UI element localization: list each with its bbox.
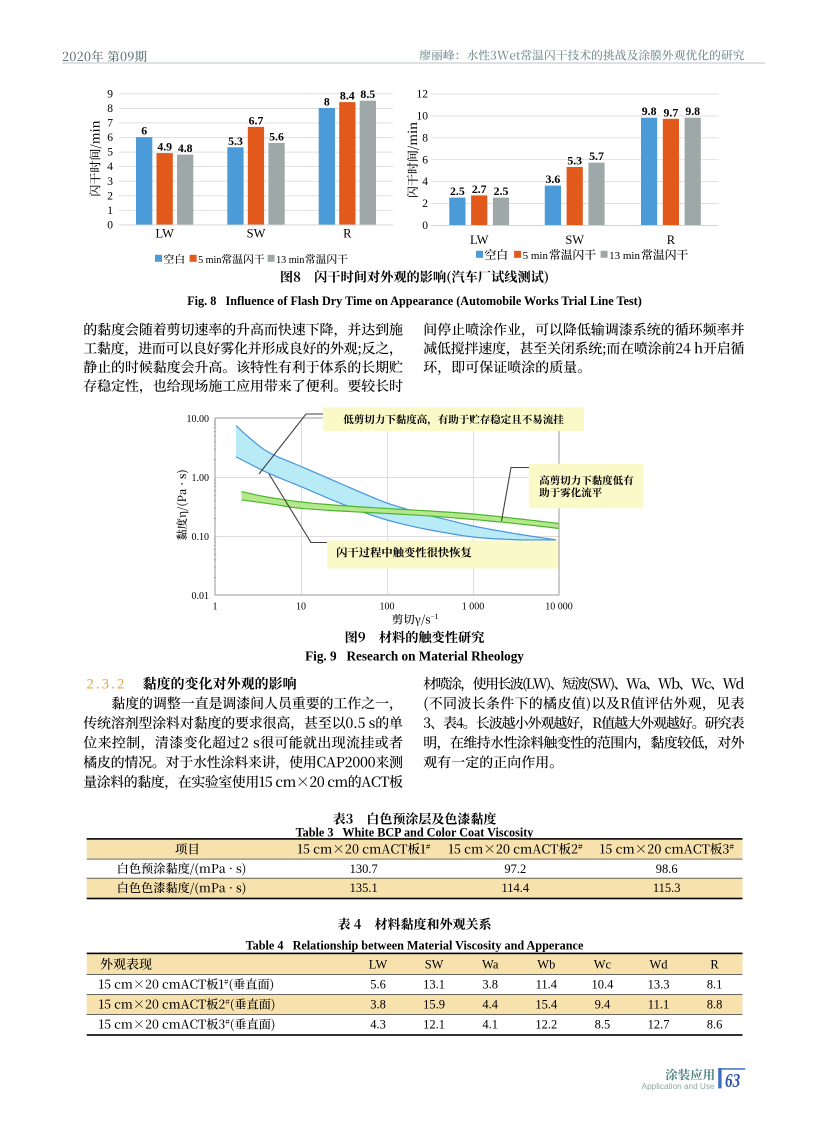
svg-text:12.7: 12.7 [648, 1018, 670, 1032]
svg-text:2.7: 2.7 [472, 182, 487, 196]
svg-text:8.5: 8.5 [360, 87, 375, 101]
svg-text:8.4: 8.4 [340, 89, 355, 103]
svg-text:10.00: 10.00 [187, 414, 210, 425]
svg-text:13.3: 13.3 [648, 978, 670, 992]
svg-text:8.1: 8.1 [707, 978, 723, 992]
svg-text:2: 2 [107, 190, 113, 202]
svg-text:5.3: 5.3 [567, 154, 582, 168]
svg-text:10 000: 10 000 [545, 602, 573, 613]
svg-text:R: R [710, 958, 719, 972]
svg-text:LW: LW [470, 233, 489, 247]
svg-text:0.10: 0.10 [192, 532, 210, 543]
svg-text:SW: SW [425, 958, 444, 972]
svg-text:9.4: 9.4 [595, 998, 611, 1012]
svg-text:7: 7 [107, 118, 113, 130]
svg-text:1: 1 [213, 602, 218, 613]
svg-text:4.9: 4.9 [157, 140, 172, 154]
svg-text:5 min: 5 min [198, 255, 221, 266]
svg-text:2.3.2: 2.3.2 [87, 677, 127, 693]
svg-text:4: 4 [422, 176, 428, 188]
svg-text:3.8: 3.8 [370, 998, 386, 1012]
svg-text:SW: SW [247, 227, 266, 241]
svg-text:SW: SW [565, 233, 584, 247]
svg-text:100: 100 [380, 602, 395, 613]
svg-text:10.4: 10.4 [591, 978, 614, 992]
svg-text:97.2: 97.2 [504, 862, 526, 876]
svg-text:R: R [667, 233, 676, 247]
svg-text:5 min: 5 min [523, 250, 549, 262]
svg-text:8: 8 [107, 103, 113, 115]
svg-text:6: 6 [422, 154, 428, 166]
svg-text:12.2: 12.2 [535, 1018, 557, 1032]
svg-text:12.1: 12.1 [423, 1018, 445, 1032]
svg-text:Fig. 9 Research on Material: Fig. 9 Research on Material Rheology [305, 649, 524, 664]
svg-text:LW: LW [155, 227, 174, 241]
svg-text:5: 5 [107, 147, 113, 159]
svg-text:6: 6 [107, 132, 113, 144]
svg-text:15.4: 15.4 [535, 998, 558, 1012]
svg-text:63: 63 [725, 1071, 740, 1092]
svg-text:13 min: 13 min [609, 250, 640, 262]
svg-text:12: 12 [417, 89, 429, 101]
svg-text:Table 3 White BCP and Color: Table 3 White BCP and Color Coat Viscosi… [296, 826, 534, 840]
svg-text:4: 4 [107, 161, 113, 173]
svg-text:8: 8 [324, 95, 330, 109]
svg-text:135.1: 135.1 [350, 881, 378, 895]
svg-text:1.00: 1.00 [192, 473, 210, 484]
svg-text:9: 9 [107, 88, 113, 100]
svg-text:130.7: 130.7 [350, 862, 378, 876]
svg-text:8.6: 8.6 [707, 1018, 723, 1032]
svg-text:Wb: Wb [537, 958, 555, 972]
svg-text:Table 4 Relationship between: Table 4 Relationship between Material Vi… [246, 939, 584, 953]
svg-text:9.8: 9.8 [642, 104, 657, 118]
svg-text:3: 3 [107, 176, 113, 188]
svg-text:5.7: 5.7 [589, 149, 604, 163]
svg-text:2.5: 2.5 [450, 184, 465, 198]
svg-text:4.4: 4.4 [482, 998, 498, 1012]
svg-text:13 min: 13 min [276, 255, 304, 266]
svg-text:Wa: Wa [482, 958, 499, 972]
svg-text:8.5: 8.5 [595, 1018, 611, 1032]
svg-text:6: 6 [141, 124, 147, 138]
svg-text:10: 10 [417, 111, 429, 123]
svg-text:115.3: 115.3 [653, 881, 681, 895]
svg-text:5.3: 5.3 [228, 134, 243, 148]
svg-text:114.4: 114.4 [501, 881, 529, 895]
svg-text:4.8: 4.8 [178, 141, 193, 155]
svg-text:9.7: 9.7 [664, 105, 679, 119]
svg-text:Application and Use: Application and Use [642, 1082, 715, 1091]
svg-text:6.7: 6.7 [249, 113, 264, 127]
svg-text:8: 8 [422, 132, 428, 144]
svg-text:0: 0 [107, 220, 113, 232]
svg-text:1: 1 [107, 205, 113, 217]
svg-text:4.1: 4.1 [482, 1018, 498, 1032]
svg-text:Wc: Wc [594, 958, 612, 972]
svg-text:R: R [343, 227, 352, 241]
svg-text:Fig. 8 Influence of Flash Dr: Fig. 8 Influence of Flash Dry Time on Ap… [187, 294, 642, 308]
svg-text:5.6: 5.6 [269, 129, 284, 143]
svg-text:98.6: 98.6 [656, 862, 678, 876]
svg-text:11.4: 11.4 [536, 978, 558, 992]
svg-text:10: 10 [296, 602, 306, 613]
svg-text:0: 0 [422, 220, 428, 232]
svg-text:11.1: 11.1 [648, 998, 669, 1012]
svg-text:0.01: 0.01 [192, 591, 210, 602]
svg-text:3.6: 3.6 [546, 172, 561, 186]
svg-text:2: 2 [422, 198, 428, 210]
svg-text:1 000: 1 000 [462, 602, 485, 613]
svg-text:5.6: 5.6 [370, 978, 386, 992]
svg-text:13.1: 13.1 [423, 978, 445, 992]
svg-text:Wd: Wd [649, 958, 668, 972]
svg-text:2.5: 2.5 [494, 184, 509, 198]
svg-text:8.8: 8.8 [707, 998, 723, 1012]
svg-text:3.8: 3.8 [482, 978, 498, 992]
svg-text:LW: LW [369, 958, 388, 972]
svg-text:9.8: 9.8 [685, 104, 700, 118]
svg-text:4.3: 4.3 [370, 1018, 386, 1032]
svg-text:15.9: 15.9 [423, 998, 445, 1012]
